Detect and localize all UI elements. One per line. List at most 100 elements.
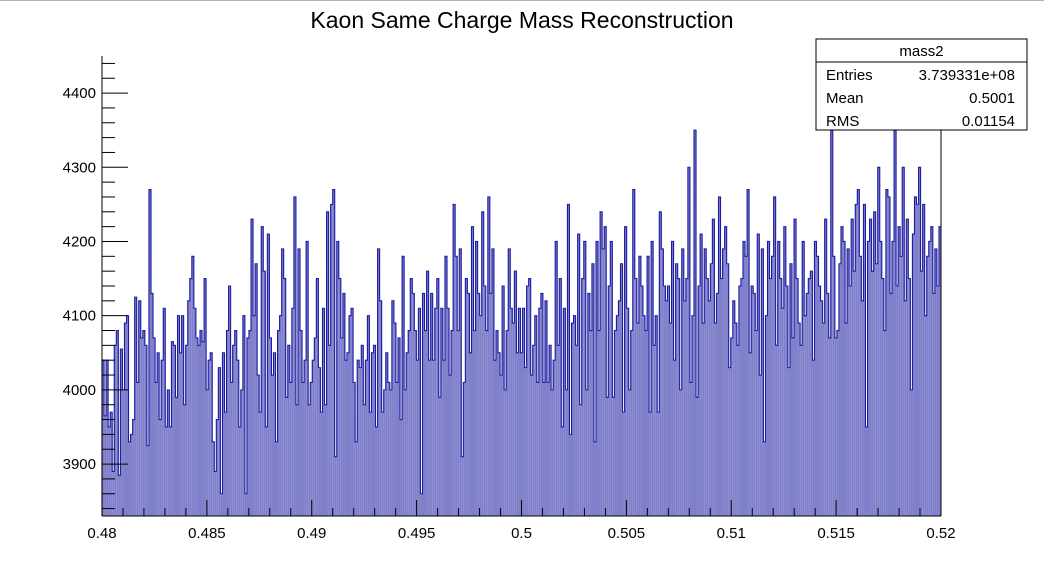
histogram-bin	[785, 286, 788, 516]
histogram-bin	[755, 330, 758, 516]
histogram-bin	[559, 278, 562, 516]
histogram-bin	[422, 293, 425, 516]
histogram-bin	[779, 278, 782, 516]
histogram-bin	[108, 426, 111, 516]
histogram-bin	[830, 130, 833, 516]
histogram-bin	[446, 308, 450, 516]
histogram-bin	[179, 352, 182, 516]
histogram-bin	[473, 330, 476, 516]
histogram-bin	[481, 211, 484, 516]
histogram-bin	[120, 349, 123, 516]
histogram-bin	[857, 189, 860, 516]
histogram-bin	[444, 256, 447, 516]
histogram-bin	[828, 337, 831, 516]
histogram-bin	[696, 397, 699, 516]
histogram-bin	[593, 441, 597, 516]
histogram-bin	[330, 204, 333, 517]
histogram-bin	[934, 248, 937, 516]
canvas-top-border	[0, 0, 1044, 1]
histogram-bin	[781, 308, 784, 516]
histogram-bin	[585, 389, 588, 516]
histogram-bin	[591, 263, 594, 516]
histogram-bin	[794, 219, 797, 516]
histogram-bin	[257, 375, 260, 516]
histogram-bin	[451, 330, 454, 516]
histogram-bin	[624, 226, 627, 517]
histogram-bin	[373, 345, 376, 516]
histogram-bin	[385, 352, 388, 516]
histogram-bin	[826, 293, 829, 516]
histogram-bin	[569, 434, 572, 516]
histogram-bin	[410, 278, 413, 516]
x-tick-label: 0.505	[608, 525, 646, 542]
histogram-bin	[896, 286, 899, 516]
histogram-bin	[204, 278, 207, 516]
histogram-bin	[508, 248, 511, 516]
x-axis: 0.48 0.485 0.49 0.495 0.5 0.505 0.51 0.515 0.52	[87, 500, 956, 542]
histogram-bin	[698, 286, 701, 516]
histogram-bin	[879, 241, 882, 516]
histogram-bin	[800, 345, 803, 516]
histogram-bin	[487, 196, 490, 516]
histogram-bin	[122, 389, 125, 516]
histogram-bin	[195, 337, 198, 516]
histogram-bin	[916, 204, 919, 517]
histogram-bin	[475, 241, 478, 516]
histogram-bin	[353, 382, 356, 516]
histogram-bin	[232, 345, 235, 516]
histogram-bin	[367, 315, 370, 516]
x-tick-label: 0.485	[188, 525, 226, 542]
histogram-bin	[532, 345, 535, 516]
histogram-bin	[310, 382, 313, 516]
histogram-bin	[606, 397, 609, 516]
histogram-bin	[567, 204, 570, 517]
histogram-bin	[489, 293, 492, 516]
histogram-bin	[438, 397, 441, 516]
histogram-bin	[812, 360, 815, 516]
histogram-bin	[326, 211, 329, 516]
histogram-bin	[183, 404, 186, 516]
stats-box: mass2 Entries 3.739331e+08 Mean 0.5001 R…	[815, 38, 1028, 131]
histogram-bin	[926, 256, 929, 516]
histogram-bin	[371, 352, 374, 516]
histogram-bin	[861, 300, 864, 516]
histogram-bin	[804, 315, 807, 516]
histogram-bin	[318, 367, 321, 516]
histogram-bin	[894, 130, 897, 516]
x-tick-label: 0.51	[717, 525, 746, 542]
histogram-bin	[906, 219, 909, 516]
histogram-bin	[640, 286, 643, 516]
histogram-bin	[242, 315, 245, 516]
histogram-bin	[530, 375, 533, 516]
histogram-bin	[246, 337, 249, 516]
histogram-bin	[383, 389, 386, 516]
histogram-bin	[181, 315, 184, 516]
histogram-bin	[753, 293, 756, 516]
histogram-bin	[171, 341, 174, 516]
histogram-bin	[553, 360, 556, 516]
histogram-bin	[877, 167, 880, 516]
histogram-bin	[673, 360, 676, 516]
histogram-bin	[853, 271, 856, 516]
histogram-bin	[718, 196, 721, 516]
histogram-bin	[430, 293, 433, 516]
histogram-bin	[796, 278, 799, 516]
histogram-bin	[191, 256, 194, 516]
histogram-bin	[724, 226, 727, 517]
histogram-bin	[565, 389, 568, 516]
y-axis: 3900 4000 4100 4200 4300 4400	[63, 62, 128, 510]
stats-box-frame	[815, 38, 1028, 131]
histogram-bin	[202, 341, 205, 516]
histogram-bin	[547, 382, 550, 516]
histogram-bin	[116, 330, 119, 516]
histogram-bin	[924, 315, 927, 516]
histogram-bin	[138, 300, 141, 516]
histogram-bin	[132, 419, 135, 516]
histogram-bin	[889, 293, 893, 516]
histogram-bin	[222, 352, 225, 516]
histogram-bin	[300, 330, 303, 516]
histogram-bin	[128, 441, 131, 516]
histogram-bin	[577, 234, 580, 516]
histogram-bin	[306, 241, 309, 516]
